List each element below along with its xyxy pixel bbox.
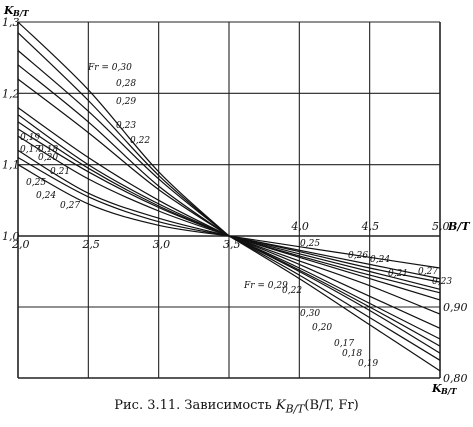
caption-symbol: K [275,398,286,413]
curve-label: 0,25 [300,239,320,249]
curve-label: 0,20 [38,153,58,163]
curve-label: Fr = 0,29 [243,281,288,291]
curve-label: 0,17 [334,339,354,349]
y-tick-label: 1,0 [2,230,20,243]
y-tick-label: 1,3 [2,16,20,29]
curve-label: 0,17 [20,145,40,155]
curve-label: 0,19 [358,359,378,369]
curve-label: 0,25 [26,178,46,188]
curve-upper [17,32,230,237]
x-tick-label: 4,0 [290,220,309,233]
curve-label: 0,29 [116,97,136,107]
curve-label: 0,21 [388,269,408,279]
curve-upper [17,156,230,237]
curve-label: 0,22 [282,286,302,296]
curve-lower [228,235,441,361]
curve-label: 0,26 [348,251,368,261]
curves [17,21,441,372]
caption-prefix: Рис. 3.11. Зависимость [114,398,276,413]
caption-args: (B/T, Fr) [304,398,359,413]
curve-upper [17,78,230,237]
x-tick-label: 3,5 [223,238,241,251]
curve-label: 0,23 [432,277,452,287]
curve-label: 0,18 [342,349,362,359]
curve-upper [17,107,230,237]
curve-labels: Fr = 0,300,280,290,230,220,190,170,180,2… [20,63,452,369]
tick-labels: 1,0 1,1 1,2 1,3 0,90 0,80 2,0 2,5 3,0 3,5 4,0 4,5 5,… [2,16,468,385]
x-tick-label: 2,5 [81,238,100,251]
y-axis-label-top-sub: B/T [12,8,30,18]
curve-upper [17,64,230,237]
curve-label: 0,24 [36,191,56,201]
y-axis-label-bottom-sub: B/T [440,386,458,396]
curve-upper [17,128,230,237]
curve-upper [17,149,230,237]
curve-lower [228,235,441,354]
curve-lower [228,235,441,269]
curve-label: 0,27 [418,267,438,277]
curve-upper [17,114,230,237]
x-tick-label: 3,0 [153,238,171,251]
curve-label: 0,22 [130,136,150,146]
y-axis-label-bottom: K [431,382,442,395]
grid-lines [17,21,441,379]
y-tick-label: 1,1 [2,159,20,172]
curve-label: 0,23 [116,121,136,131]
curve-label: 0,27 [60,201,80,211]
curve-lower [228,235,441,329]
curve-upper [17,21,230,237]
y-axis-label-top: K [3,4,14,17]
curve-lower [228,235,441,283]
curve-label: 0,19 [20,133,40,143]
x-tick-label: 2,0 [11,238,30,251]
curve-lower [228,235,441,290]
curve-upper [17,135,230,237]
curve-label: 0,20 [312,323,332,333]
curve-label: 0,24 [370,255,390,265]
x-tick-label: 5,0 [432,220,450,233]
axis-labels: K B/TK B/TB/T [3,4,470,396]
curve-lower [228,235,441,372]
curve-lower [228,235,441,340]
curve-label: 0,30 [300,309,320,319]
curve-label: Fr = 0,30 [87,63,132,73]
y-tick-label: 0,80 [443,372,468,385]
curve-upper [17,164,230,237]
curve-lower [228,235,441,301]
caption-subscript: B/T [285,402,305,416]
figure-caption: Рис. 3.11. Зависимость KB/T(B/T, Fr) [0,398,473,416]
y-tick-label: 0,90 [443,301,468,314]
curve-upper [17,50,230,237]
curve-label: 0,21 [50,167,70,177]
curve-label: 0,28 [116,79,136,89]
curve-label: 0,18 [38,145,58,155]
curve-lower [228,235,441,315]
x-tick-label: 4,5 [361,220,380,233]
y-tick-label: 1,2 [2,87,20,100]
x-axis-label: B/T [447,220,470,233]
